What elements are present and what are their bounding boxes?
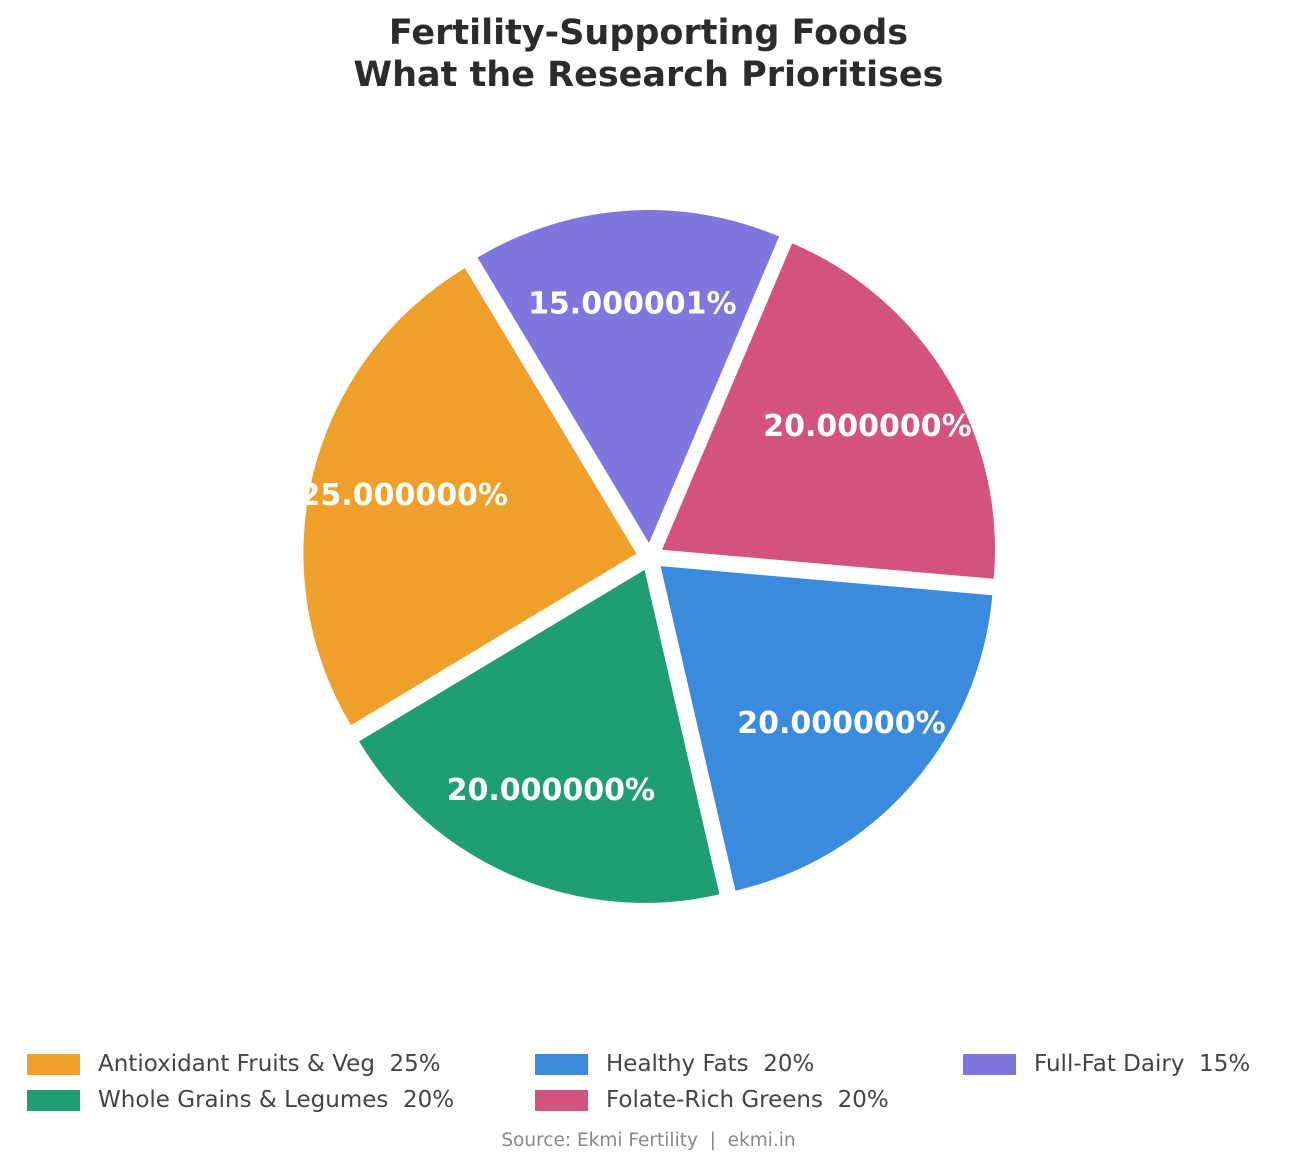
wedge-label-healthy-fats: 20.000000% bbox=[737, 706, 945, 741]
legend-label: Antioxidant Fruits & Veg 25% bbox=[98, 1051, 441, 1077]
pie-wedge-folate-greens bbox=[662, 243, 996, 579]
pie-wedge-full-fat-dairy bbox=[477, 210, 780, 544]
chart-title-line-1: Fertility-Supporting Foods bbox=[388, 13, 909, 53]
legend-item-folate-greens: Folate-Rich Greens 20% bbox=[535, 1083, 889, 1117]
legend-swatch-antioxidant bbox=[27, 1053, 80, 1075]
pie-wedge-healthy-fats bbox=[660, 566, 993, 891]
pie-chart: 25.000000% 20.000000% 20.000000% 20.000000%… bbox=[300, 210, 996, 903]
pie-wedges bbox=[303, 210, 996, 903]
legend-label: Folate-Rich Greens 20% bbox=[606, 1087, 889, 1113]
wedge-label-full-fat-dairy: 15.000001% bbox=[528, 286, 736, 321]
legend-item-healthy-fats: Healthy Fats 20% bbox=[535, 1047, 814, 1081]
legend-item-full-fat-dairy: Full-Fat Dairy 15% bbox=[963, 1047, 1250, 1081]
wedge-label-antioxidant: 25.000000% bbox=[300, 478, 508, 513]
legend-swatch-full-fat-dairy bbox=[963, 1053, 1016, 1075]
legend-item-whole-grains: Whole Grains & Legumes 20% bbox=[27, 1083, 454, 1117]
source-note: Source: Ekmi Fertility | ekmi.in bbox=[501, 1130, 796, 1151]
wedge-label-whole-grains: 20.000000% bbox=[447, 773, 655, 808]
legend-label: Healthy Fats 20% bbox=[606, 1051, 815, 1077]
legend: Antioxidant Fruits & Veg 25% Whole Grain… bbox=[0, 1045, 1297, 1125]
pie-wedge-antioxidant bbox=[303, 268, 637, 726]
legend-swatch-folate-greens bbox=[535, 1089, 588, 1111]
legend-swatch-healthy-fats bbox=[535, 1053, 588, 1075]
wedge-label-folate-greens: 20.000000% bbox=[763, 409, 971, 444]
legend-swatch-whole-grains bbox=[27, 1089, 80, 1111]
pie-wedge-labels: 25.000000% 20.000000% 20.000000% 20.000000%… bbox=[300, 286, 972, 808]
legend-item-antioxidant: Antioxidant Fruits & Veg 25% bbox=[27, 1047, 441, 1081]
pie-wedge-whole-grains bbox=[359, 569, 720, 903]
legend-label: Whole Grains & Legumes 20% bbox=[98, 1087, 455, 1113]
chart-title-line-2: What the Research Prioritises bbox=[353, 55, 944, 95]
legend-label: Full-Fat Dairy 15% bbox=[1034, 1051, 1251, 1077]
